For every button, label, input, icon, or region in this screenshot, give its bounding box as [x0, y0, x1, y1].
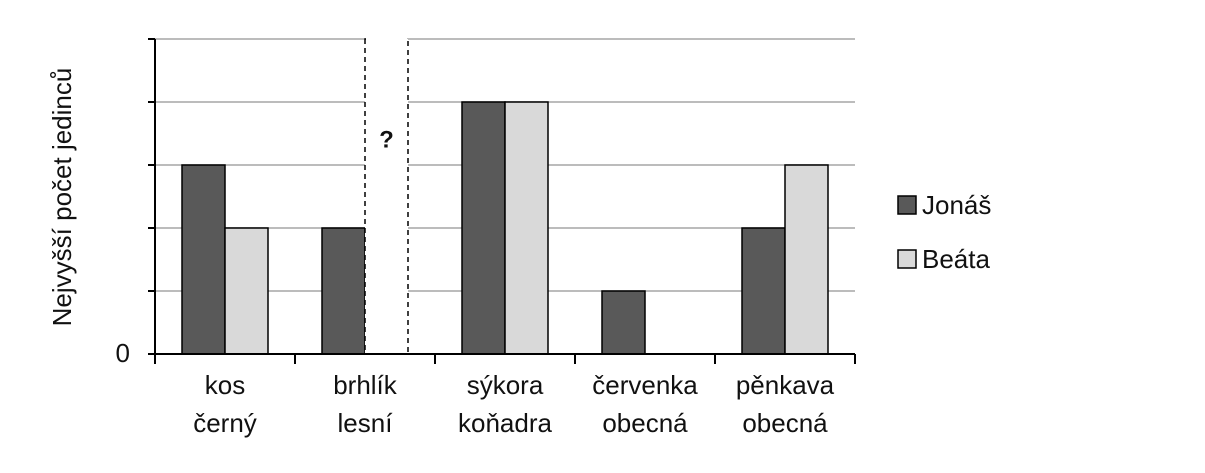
bar [181, 164, 226, 355]
x-tick-label: kos [205, 370, 245, 400]
x-tick-labels: kos černý brhlík lesní sýkora koňadra červenka… [193, 370, 834, 438]
x-tick-label: lesní [338, 408, 394, 438]
x-tick-label: sýkora [467, 370, 544, 400]
y-tick-label: 0 [116, 338, 130, 368]
x-tick-label: pěnkava [736, 370, 835, 400]
axes [148, 38, 856, 364]
y-axis-label: Nejvyšší počet jedinců [47, 68, 77, 327]
bar [784, 164, 829, 355]
bar [461, 101, 506, 355]
x-tick-label: obecná [602, 408, 688, 438]
legend: Jonáš Beáta [897, 190, 991, 274]
x-tick-label: brhlík [333, 370, 398, 400]
legend-swatch [897, 195, 917, 215]
bar [321, 227, 366, 355]
x-tick-label: červenka [592, 370, 698, 400]
x-tick-label: obecná [742, 408, 828, 438]
missing-bar-placeholder [364, 38, 409, 355]
x-tick-label: koňadra [458, 408, 552, 438]
bar [504, 101, 549, 355]
legend-label: Jonáš [922, 190, 991, 220]
legend-label: Beáta [922, 244, 990, 274]
missing-value-marker: ? [379, 127, 394, 154]
legend-swatch [897, 249, 917, 269]
bar [741, 227, 786, 355]
bar [224, 227, 269, 355]
x-tick-label: černý [193, 408, 257, 438]
bar [601, 290, 646, 355]
bars: ? [181, 37, 829, 355]
